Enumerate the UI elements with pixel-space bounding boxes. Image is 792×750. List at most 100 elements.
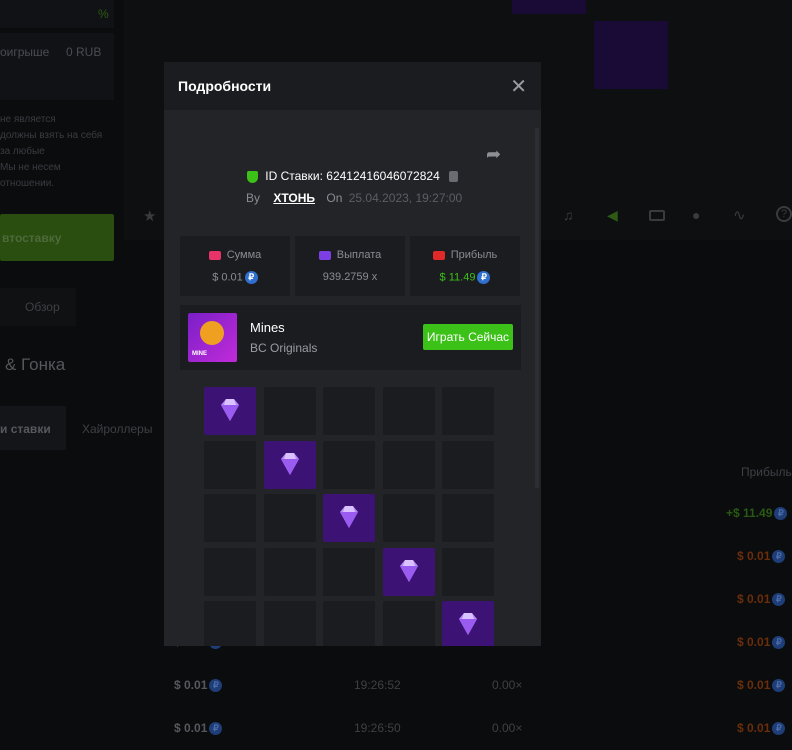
tab-bets[interactable]: и ставки [0,406,66,450]
gem-cell [442,601,494,646]
bet-datetime: 25.04.2023, 19:27:00 [348,191,463,205]
autobet-button[interactable]: втоставку [0,214,114,261]
thumb-text: MINE [192,351,207,357]
sound-icon[interactable]: ◀ [607,207,618,223]
win-row: оигрыше 0 RUB [0,33,114,67]
stat-value: 939.2759 x [322,271,378,283]
stat-label: Выплата [336,249,382,261]
mine-cell [204,440,256,489]
mine-cell [442,547,494,596]
user-link[interactable]: ХТОНЬ [273,191,316,205]
mine-cell [442,440,494,489]
mine-cell [323,601,375,646]
mine-cell [442,387,494,435]
mine-cell [204,494,256,542]
coin-icon: ₽ [209,679,223,693]
bet-profit: $ 0.01 ₽ [737,592,786,607]
coin-icon: ₽ [774,507,788,521]
game-card: MINE Mines BC Originals Играть Сейчас [180,305,521,370]
bet-time: 19:26:50 [354,721,401,735]
mine-cell [323,440,375,489]
game-provider: BC Originals [250,341,318,355]
diamond-icon [221,399,239,421]
details-modal: Подробности ✕ ➦ ID Ставки: 6241241604607… [164,62,541,646]
acorn-icon[interactable]: ● [692,207,701,223]
stat-label: Сумма [226,249,262,261]
coin-icon: ₽ [772,679,786,693]
diamond-icon [459,613,477,635]
coin-icon: ₽ [772,722,786,736]
tab-overview[interactable]: Обзор [0,288,76,326]
stat-icon [318,250,331,260]
coin-icon: ₽ [772,550,786,564]
shield-check-icon [246,170,258,183]
gem-cell [263,440,316,489]
coin-icon: ₽ [772,636,786,650]
gem-cell [382,547,435,596]
on-label: On [326,191,343,205]
by-label: By [246,191,261,205]
bomb-icon [200,321,224,345]
percent-label: % [98,7,109,21]
bet-multiplier: 0.00× [492,678,523,692]
play-now-button[interactable]: Играть Сейчас [423,324,513,350]
mine-cell [204,547,256,596]
stat-value: $ 11.49 [439,271,476,284]
bet-profit: $ 0.01 ₽ [737,549,786,564]
input-row[interactable] [0,66,114,100]
modal-header: Подробности ✕ [164,62,541,110]
win-value: 0 RUB [66,45,102,59]
mine-cell [382,440,435,489]
mine-cell [263,547,316,596]
music-off-icon[interactable]: ♫ [563,207,574,223]
share-icon[interactable]: ➦ [486,144,502,164]
mine-cell [263,601,316,646]
curve-icon[interactable]: ∿ [733,207,746,224]
bet-time: 19:26:52 [354,678,401,692]
star-icon[interactable]: ★ [143,208,157,225]
modal-title: Подробности [178,78,272,94]
mine-cell [382,601,435,646]
tab-highrollers[interactable]: Хайроллеры [82,422,153,436]
mine-cell [323,547,375,596]
bet-amount: $ 0.01₽ [174,721,223,736]
bet-profit: $ 0.01 ₽ [737,635,786,650]
diamond-icon [399,559,418,582]
mine-cell [382,387,435,435]
stat-icon [208,250,221,260]
bet-id-row: ID Ставки: 62412416046072824 [164,169,541,183]
bet-profit: $ 0.01 ₽ [737,678,786,693]
bet-id-label: ID Ставки: [265,169,323,183]
stat-2: Прибыль $ 11.49 ₽ [410,236,520,296]
keyboard-icon[interactable] [649,210,665,221]
mine-cell [263,494,316,542]
copy-icon[interactable] [449,171,459,183]
bet-multiplier: 0.00× [492,721,523,735]
bet-id-value: 62412416046072824 [326,169,440,183]
stat-icon [432,250,445,260]
stat-0: Сумма $ 0.01 ₽ [180,236,290,296]
stat-label: Прибыль [450,249,498,261]
mine-cell [382,494,435,542]
bet-profit: +$ 11.49 ₽ [726,506,788,521]
win-label: оигрыше [0,45,50,59]
coin-icon: ₽ [244,271,258,284]
coin-icon: ₽ [477,271,491,284]
bet-profit: $ 0.01 ₽ [737,721,786,736]
mines-thumbnail[interactable]: MINE [188,313,237,362]
game-toolbar: ★ ♫ ◀ ● ∿ ? [0,195,792,237]
scrollbar[interactable] [535,128,539,488]
close-icon[interactable]: ✕ [510,75,527,98]
bg-gem-cell [594,21,668,89]
top-panel: % [0,0,114,28]
gem-cell [323,494,375,542]
bet-meta-row: By ХТОНЬ On 25.04.2023, 19:27:00 [246,191,462,205]
game-name: Mines [250,320,285,335]
bg-gem-cell [512,0,586,14]
mine-cell [442,494,494,542]
bet-amount: $ 0.01₽ [174,678,223,693]
race-title: & Гонка [5,355,66,374]
gem-cell [204,387,256,435]
help-icon[interactable]: ? [776,206,792,222]
